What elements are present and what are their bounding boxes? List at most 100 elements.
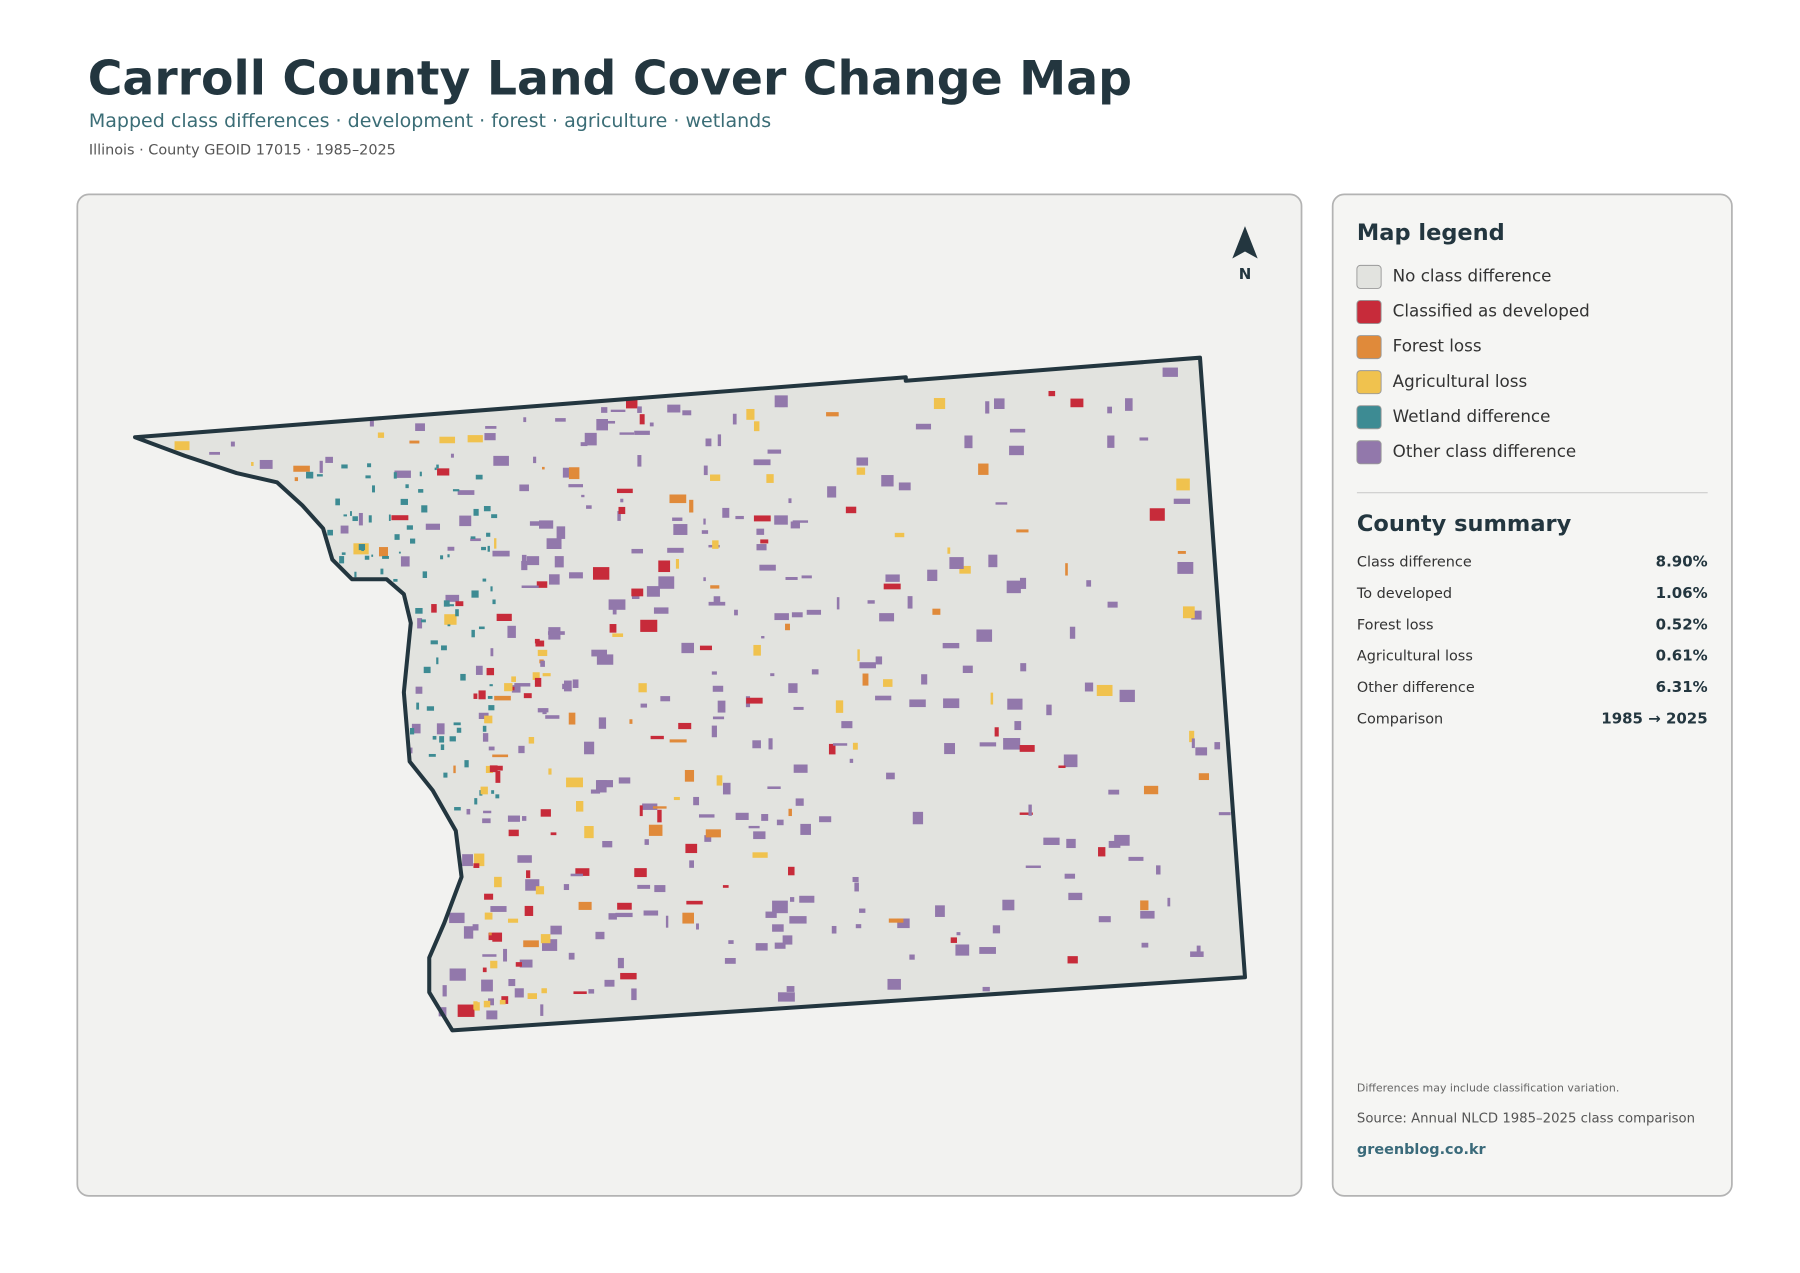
change-patch [1065,563,1068,576]
change-patch [774,515,788,525]
change-patch [496,765,503,771]
change-patch [1149,508,1165,521]
summary-value: 0.61% [1656,647,1708,665]
change-patch [368,515,372,523]
change-patch [365,475,371,479]
change-patch [174,441,190,451]
change-patch [441,645,447,651]
change-patch [590,789,601,794]
change-patch [409,747,413,754]
change-patch [358,544,366,551]
change-patch [449,912,465,924]
change-patch [568,484,584,488]
change-patch [514,683,531,687]
change-patch [444,614,457,625]
summary-label: Agricultural loss [1357,649,1473,665]
change-patch [667,547,684,553]
change-patch [713,596,721,604]
change-patch [828,743,836,755]
change-patch [857,649,860,662]
change-patch [776,819,784,826]
change-patch [618,506,626,515]
change-patch [806,609,822,615]
change-patch [1098,916,1111,923]
change-patch [352,516,358,522]
change-patch [826,412,839,417]
change-patch [964,435,973,449]
change-patch [675,559,680,569]
change-patch [631,588,644,597]
change-patch [788,866,795,876]
change-patch [993,398,1005,410]
change-patch [849,758,854,763]
change-patch [457,490,475,495]
change-patch [681,642,695,654]
change-patch [473,508,479,516]
change-patch [563,680,572,692]
change-patch [1177,561,1194,574]
change-patch [436,723,445,735]
change-patch [596,418,608,431]
change-patch [519,959,533,968]
change-patch [942,642,960,649]
subtitle: Mapped class differences · development ·… [89,110,771,132]
change-patch [426,706,435,711]
change-patch [921,674,928,685]
change-patch [698,814,715,818]
change-patch [1016,529,1029,533]
change-patch [454,807,461,811]
change-patch [537,708,549,713]
change-patch [716,775,723,786]
change-patch [756,528,765,535]
legend-swatch [1356,440,1382,465]
change-patch [409,728,415,735]
change-patch [442,985,447,997]
change-patch [897,918,910,929]
change-patch [415,686,423,694]
change-patch [415,607,423,614]
change-patch [533,456,537,464]
change-patch [563,884,570,891]
summary-value: 8.90% [1656,553,1708,571]
source: Source: Annual NLCD 1985–2025 class comp… [1357,1112,1695,1127]
north-label: N [1239,265,1252,283]
change-patch [1096,684,1113,697]
change-patch [507,625,516,638]
change-patch [367,463,372,468]
change-patch [854,882,859,892]
change-patch [887,978,901,990]
meta: Illinois · County GEOID 17015 · 1985–202… [89,143,396,159]
legend-label: Agricultural loss [1393,371,1528,391]
change-patch [488,746,495,751]
change-patch [793,706,804,710]
change-patch [791,612,803,618]
change-patch [522,816,527,821]
change-patch [1003,738,1021,750]
change-patch [460,673,466,681]
change-patch [672,517,683,521]
change-patch [430,640,438,645]
change-patch [620,972,637,980]
summary-table: Class difference 8.90% To developed 1.06% Fo… [1356,553,1708,728]
change-patch [722,507,730,518]
change-patch [1156,865,1161,875]
change-patch [540,1004,544,1016]
change-patch [1140,900,1149,911]
change-patch [464,760,469,768]
change-patch [717,700,726,713]
change-patch [568,712,576,725]
change-patch [598,717,607,729]
change-patch [608,913,617,920]
change-patch [462,854,473,867]
change-patch [341,552,346,555]
change-patch [595,780,607,793]
change-patch [584,741,595,755]
change-patch [327,529,333,536]
change-patch [496,613,512,621]
change-patch [521,554,527,567]
change-patch [978,463,989,475]
change-patch [962,665,973,674]
change-patch [793,764,808,773]
change-patch [601,407,608,413]
change-patch [735,515,744,520]
